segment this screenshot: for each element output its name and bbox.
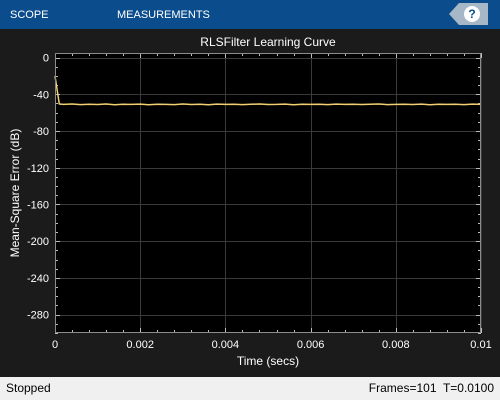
status-bar: Stopped Frames=101 T=0.0100 xyxy=(0,377,500,400)
series-line xyxy=(54,75,482,106)
tab-scope[interactable]: SCOPE xyxy=(10,9,49,21)
tab-measurements[interactable]: MEASUREMENTS xyxy=(117,9,210,21)
x-axis-label: Time (secs) xyxy=(237,354,299,368)
axes-border xyxy=(55,53,481,333)
x-tick-label: 0.008 xyxy=(382,339,410,351)
x-tick-label: 0.006 xyxy=(297,339,325,351)
y-tick-label: -120 xyxy=(27,163,49,175)
y-tick-label: -80 xyxy=(33,126,49,138)
y-tick-label: -280 xyxy=(27,310,49,322)
x-tick-label: 0.004 xyxy=(212,339,240,351)
status-text: Stopped xyxy=(6,381,51,395)
y-tick-label: -200 xyxy=(27,236,49,248)
series-layer xyxy=(54,75,482,106)
scope-figure: 0 0.002 0.004 0.006 0.008 0.01 0 -40 -80 -120 -16… xyxy=(0,29,500,377)
y-tick-label: -240 xyxy=(27,273,49,285)
help-button[interactable]: ? xyxy=(449,3,488,25)
y-tick-labels: 0 -40 -80 -120 -160 -200 -240 -280 xyxy=(27,53,49,322)
y-tick-label: 0 xyxy=(43,53,49,65)
axes-background xyxy=(55,53,481,333)
help-icon: ? xyxy=(464,6,480,22)
x-tick-label: 0.01 xyxy=(470,339,491,351)
y-axis-label: Mean-Square Error (dB) xyxy=(8,129,22,258)
frame-counter: Frames=101 T=0.0100 xyxy=(368,381,494,395)
y-tick-label: -40 xyxy=(33,89,49,101)
y-tick-label: -160 xyxy=(27,199,49,211)
chart-title: RLSFilter Learning Curve xyxy=(200,35,336,49)
x-tick-label: 0.002 xyxy=(126,339,154,351)
x-tick-labels: 0 0.002 0.004 0.006 0.008 0.01 xyxy=(52,339,492,351)
learning-curve-chart: 0 0.002 0.004 0.006 0.008 0.01 0 -40 -80 -120 -16… xyxy=(8,35,492,368)
x-tick-label: 0 xyxy=(52,339,58,351)
toolstrip: SCOPE MEASUREMENTS ? xyxy=(0,0,500,29)
